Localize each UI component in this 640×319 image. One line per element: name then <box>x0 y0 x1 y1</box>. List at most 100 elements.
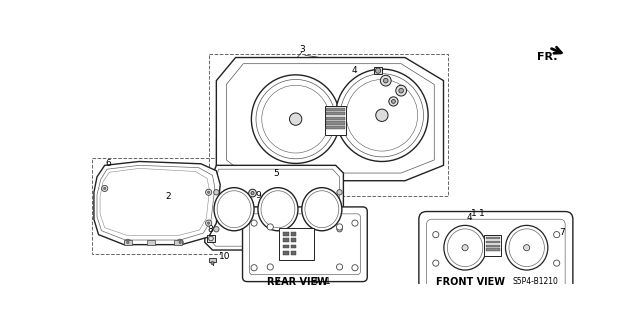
Circle shape <box>251 265 257 271</box>
Bar <box>209 54 448 196</box>
Circle shape <box>127 241 129 243</box>
Text: 7: 7 <box>275 277 280 286</box>
Bar <box>174 240 182 245</box>
Bar <box>291 245 296 249</box>
Bar <box>291 232 296 236</box>
Text: 5: 5 <box>273 168 279 178</box>
Bar <box>486 237 500 239</box>
Bar <box>207 235 215 241</box>
Bar <box>326 122 345 124</box>
Circle shape <box>352 220 358 226</box>
Bar <box>291 251 296 255</box>
Circle shape <box>389 97 398 106</box>
Bar <box>284 239 289 242</box>
Bar <box>374 67 382 74</box>
Circle shape <box>125 239 131 245</box>
Circle shape <box>267 264 273 270</box>
Circle shape <box>207 191 210 193</box>
Bar <box>284 251 289 255</box>
Text: 1: 1 <box>479 209 485 218</box>
Ellipse shape <box>444 226 486 270</box>
Circle shape <box>554 232 560 238</box>
Text: 2: 2 <box>165 192 171 201</box>
FancyBboxPatch shape <box>243 207 367 282</box>
Circle shape <box>352 265 358 271</box>
Bar <box>147 240 155 245</box>
Circle shape <box>104 187 106 189</box>
Circle shape <box>337 226 342 232</box>
Text: 10: 10 <box>219 252 230 261</box>
Bar <box>486 249 500 251</box>
Circle shape <box>267 224 273 230</box>
Circle shape <box>251 191 254 195</box>
Circle shape <box>102 185 108 191</box>
Bar <box>326 108 345 111</box>
Bar <box>291 239 296 242</box>
Text: 4: 4 <box>313 277 319 286</box>
Circle shape <box>207 222 210 224</box>
Text: FR.: FR. <box>537 52 557 62</box>
Text: 3: 3 <box>299 45 305 54</box>
Circle shape <box>249 189 257 197</box>
Text: 11: 11 <box>415 115 426 124</box>
Bar <box>92 158 220 254</box>
Circle shape <box>214 226 219 232</box>
Bar <box>326 112 345 115</box>
Bar <box>486 241 500 243</box>
Bar <box>284 232 289 236</box>
Bar <box>326 126 345 129</box>
Text: REAR VIEW: REAR VIEW <box>267 277 328 286</box>
Text: 1: 1 <box>367 72 372 81</box>
Circle shape <box>399 88 403 93</box>
Text: S5P4-B1210: S5P4-B1210 <box>512 277 558 286</box>
Circle shape <box>375 68 381 73</box>
Circle shape <box>179 241 181 243</box>
Circle shape <box>554 260 560 266</box>
Bar <box>279 228 314 260</box>
Bar <box>124 240 132 245</box>
Text: 4: 4 <box>466 213 472 222</box>
Ellipse shape <box>214 188 254 231</box>
Circle shape <box>289 113 302 125</box>
Polygon shape <box>205 165 344 250</box>
Circle shape <box>251 220 257 226</box>
Bar <box>326 117 345 120</box>
Circle shape <box>396 85 406 96</box>
Ellipse shape <box>252 75 340 163</box>
Circle shape <box>392 100 396 103</box>
Text: 4: 4 <box>351 66 357 75</box>
Circle shape <box>205 189 212 195</box>
Circle shape <box>337 224 342 230</box>
Bar <box>284 245 289 249</box>
Circle shape <box>433 232 439 238</box>
Circle shape <box>205 220 212 226</box>
Ellipse shape <box>258 188 298 231</box>
Text: 9: 9 <box>256 191 262 200</box>
Circle shape <box>380 75 391 86</box>
Circle shape <box>337 189 342 195</box>
Polygon shape <box>216 57 444 181</box>
Text: 1: 1 <box>472 209 477 218</box>
Circle shape <box>524 245 530 251</box>
Circle shape <box>376 109 388 122</box>
Circle shape <box>337 264 342 270</box>
Circle shape <box>383 78 388 83</box>
Text: 8: 8 <box>207 225 213 234</box>
Text: 7: 7 <box>387 78 392 87</box>
Bar <box>325 106 346 135</box>
Circle shape <box>462 245 468 251</box>
Text: FRONT VIEW: FRONT VIEW <box>436 277 505 286</box>
Ellipse shape <box>302 188 342 231</box>
Text: 6: 6 <box>106 159 111 167</box>
Circle shape <box>433 260 439 266</box>
Bar <box>209 258 216 262</box>
Ellipse shape <box>506 226 548 270</box>
Bar <box>484 235 501 256</box>
Circle shape <box>177 239 183 245</box>
Circle shape <box>214 189 219 195</box>
Polygon shape <box>94 161 220 245</box>
Ellipse shape <box>336 69 428 161</box>
Circle shape <box>211 262 214 265</box>
Text: 1: 1 <box>325 277 331 286</box>
Text: 7: 7 <box>559 228 565 237</box>
